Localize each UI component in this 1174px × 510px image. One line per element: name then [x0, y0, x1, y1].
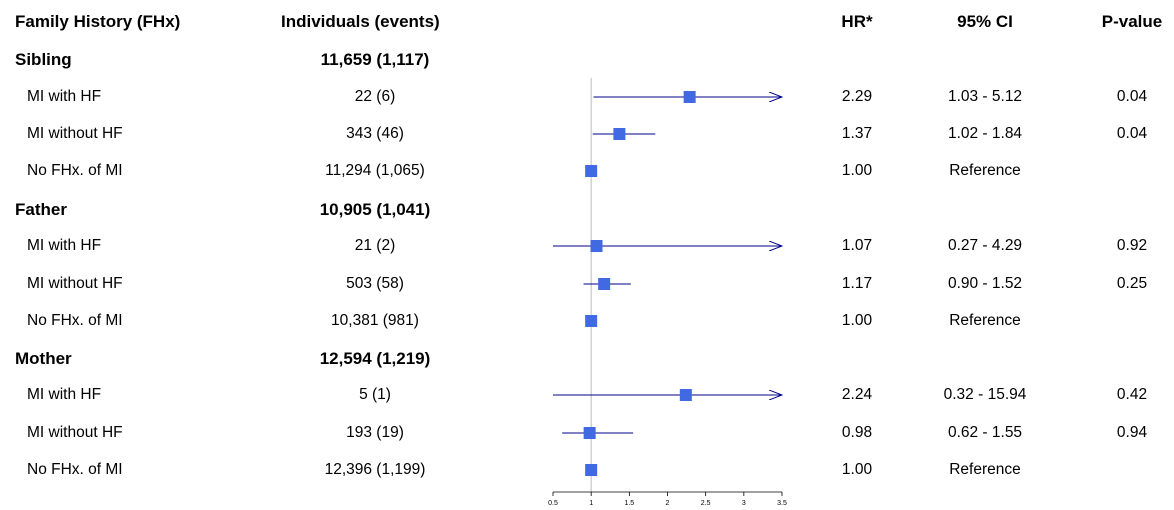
row-label: No FHx. of MI	[27, 162, 123, 179]
row-p-value: 0.25	[1116, 275, 1148, 292]
row-p-value: 0.04	[1116, 88, 1148, 105]
row-ci: Reference	[949, 312, 1021, 329]
group-total-mother: 12,594 (1,219)	[319, 349, 431, 368]
row-ci: 0.32 - 15.94	[943, 386, 1027, 403]
row-label: MI with HF	[27, 88, 102, 105]
x-axis-tick-label: 3	[742, 500, 746, 507]
row-hr: 1.37	[841, 125, 873, 142]
row-hr: 1.00	[841, 461, 873, 478]
row-p-value: 0.92	[1116, 237, 1148, 254]
x-axis-tick-label: 1	[589, 500, 593, 507]
hr-point	[590, 240, 603, 252]
row-hr: 1.00	[841, 162, 873, 179]
row-label: MI without HF	[27, 275, 123, 292]
row-individuals: 21 (2)	[354, 237, 396, 254]
row-p-value: 0.94	[1116, 424, 1148, 441]
header-family-history: Family History (FHx)	[15, 12, 181, 31]
row-individuals: 12,396 (1,199)	[324, 461, 426, 478]
group-label-father: Father	[15, 200, 67, 219]
group-total-sibling: 11,659 (1,117)	[320, 50, 430, 69]
row-label: No FHx. of MI	[27, 312, 123, 329]
row-ci: 0.90 - 1.52	[947, 275, 1023, 292]
group-label-mother: Mother	[15, 349, 72, 368]
x-axis-tick-label: 3.5	[777, 500, 787, 507]
row-p-value: 0.04	[1116, 125, 1148, 142]
row-individuals: 503 (58)	[346, 275, 404, 292]
row-individuals: 5 (1)	[359, 386, 391, 403]
hr-point	[583, 427, 596, 439]
row-individuals: 11,294 (1,065)	[325, 162, 425, 179]
row-label: MI without HF	[27, 125, 123, 142]
header-p-value: P-value	[1101, 12, 1163, 31]
group-total-father: 10,905 (1,041)	[319, 200, 431, 219]
row-individuals: 343 (46)	[346, 125, 404, 142]
header-ci: 95% CI	[957, 12, 1013, 31]
row-ci: 1.02 - 1.84	[947, 125, 1023, 142]
row-hr: 1.07	[841, 237, 873, 254]
row-individuals: 193 (19)	[346, 424, 404, 441]
hr-point	[613, 128, 626, 140]
header-hr: HR*	[841, 12, 873, 31]
x-axis-tick-label: 2	[666, 500, 670, 507]
row-label: MI without HF	[27, 424, 123, 441]
row-ci: Reference	[949, 461, 1021, 478]
hr-point	[683, 91, 696, 103]
row-hr: 1.00	[841, 312, 873, 329]
row-ci: Reference	[949, 162, 1021, 179]
hr-point	[679, 389, 692, 401]
hr-point	[585, 464, 598, 476]
hr-point	[585, 165, 598, 177]
row-ci: 1.03 - 5.12	[947, 88, 1023, 105]
row-label: MI with HF	[27, 237, 102, 254]
x-axis-tick-label: 1.5	[624, 500, 634, 507]
row-individuals: 10,381 (981)	[331, 312, 419, 329]
hr-point	[598, 278, 611, 290]
row-hr: 2.29	[841, 88, 873, 105]
hr-point	[585, 315, 598, 327]
row-hr: 1.17	[841, 275, 873, 292]
x-axis-tick-label: 2.5	[701, 500, 711, 507]
x-axis-tick-label: 0.5	[548, 500, 558, 507]
row-p-value: 0.42	[1116, 386, 1148, 403]
row-label: No FHx. of MI	[27, 461, 123, 478]
row-ci: 0.27 - 4.29	[947, 237, 1023, 254]
group-label-sibling: Sibling	[15, 50, 72, 69]
header-individuals: Individuals (events)	[281, 12, 440, 31]
row-label: MI with HF	[27, 386, 102, 403]
row-ci: 0.62 - 1.55	[947, 424, 1023, 441]
row-hr: 0.98	[841, 424, 873, 441]
row-individuals: 22 (6)	[354, 88, 396, 105]
row-hr: 2.24	[841, 386, 873, 403]
